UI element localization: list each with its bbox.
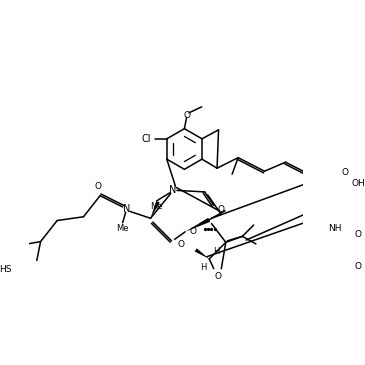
Polygon shape — [185, 218, 210, 232]
Text: NH: NH — [328, 224, 341, 233]
Polygon shape — [195, 248, 209, 259]
Text: Me: Me — [150, 203, 163, 211]
Text: O: O — [183, 111, 190, 120]
Text: O: O — [354, 262, 361, 270]
Text: Cl: Cl — [142, 134, 151, 144]
Text: O: O — [94, 182, 101, 191]
Text: O: O — [190, 227, 197, 236]
Text: OH: OH — [351, 179, 365, 188]
Text: O: O — [354, 230, 361, 239]
Text: N: N — [169, 185, 177, 195]
Text: H: H — [214, 247, 220, 256]
Text: HS: HS — [0, 265, 12, 274]
Text: O: O — [178, 240, 185, 249]
Text: O: O — [341, 168, 348, 177]
Text: O: O — [218, 205, 224, 214]
Text: N: N — [123, 204, 130, 214]
Text: O: O — [214, 272, 221, 281]
Text: H: H — [200, 264, 206, 272]
Text: Me: Me — [116, 224, 129, 233]
Polygon shape — [150, 201, 160, 218]
